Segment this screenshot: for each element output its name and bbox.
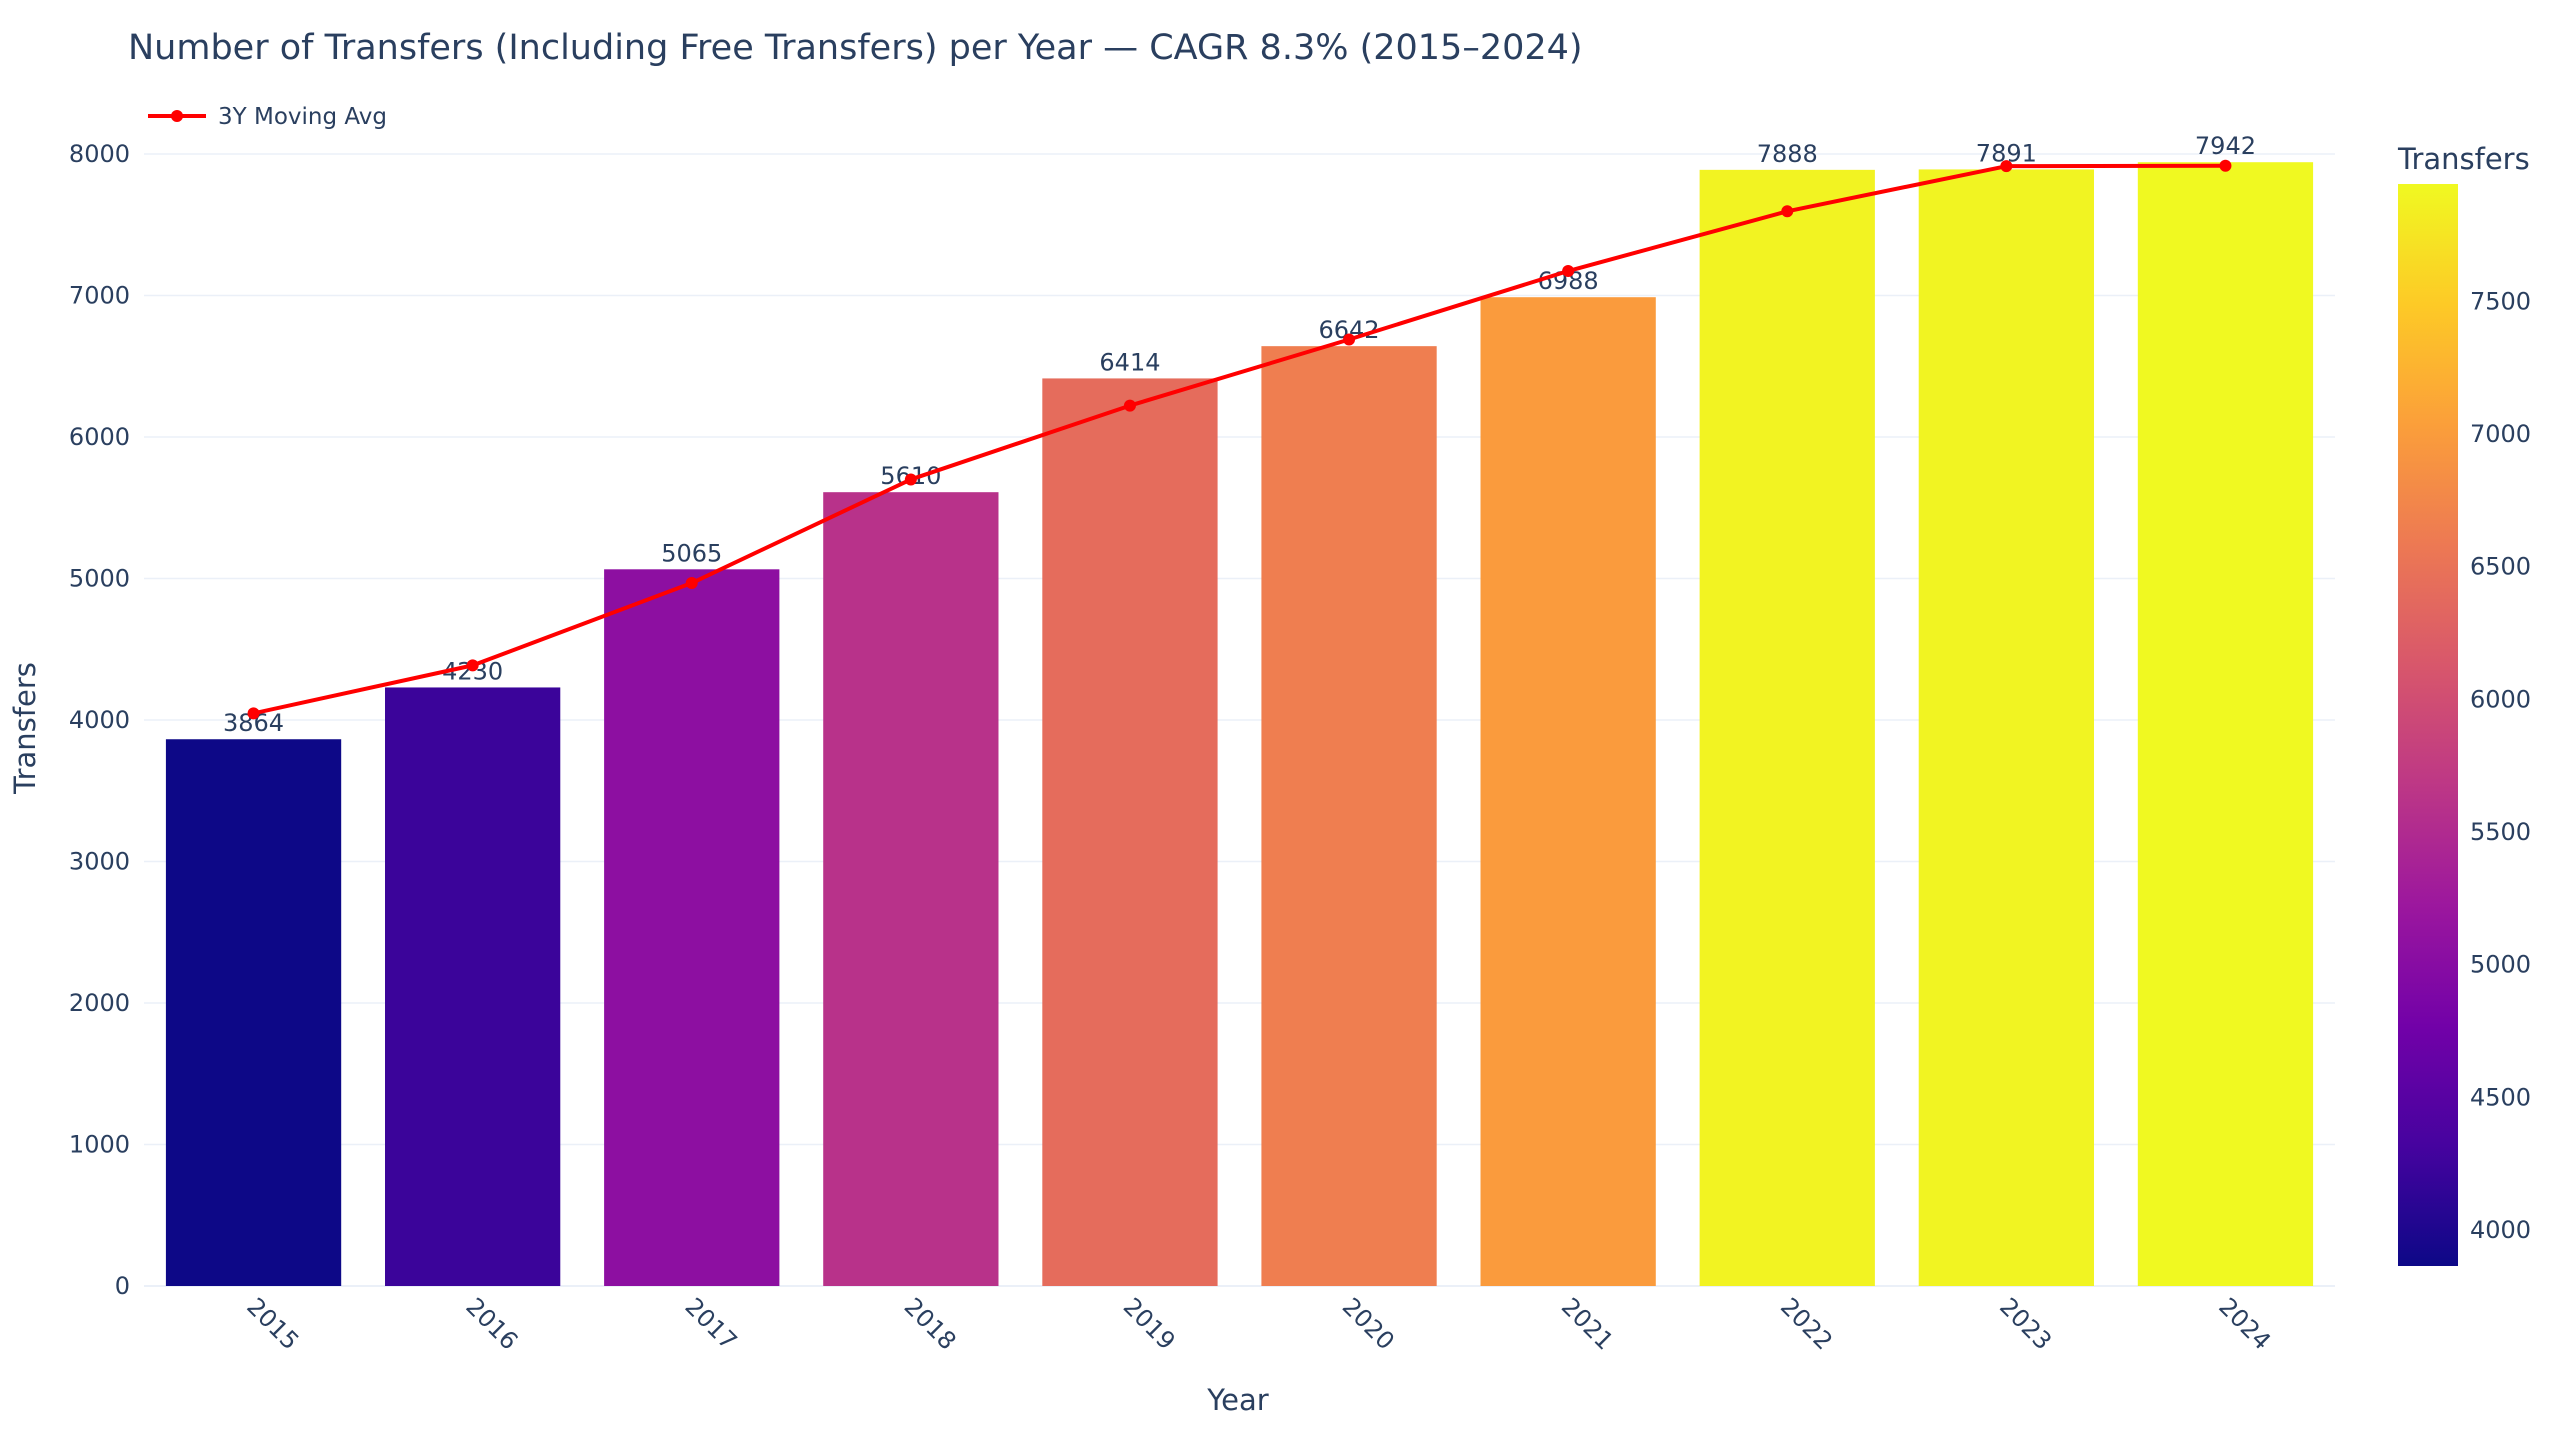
x-tick-label: 2021 [1556, 1292, 1619, 1355]
bar-2024[interactable] [2137, 162, 2314, 1286]
colorbar-tick-label: 5000 [2470, 951, 2531, 979]
moving-average-point-2021[interactable] [1562, 265, 1575, 278]
x-tick-label: 2023 [1994, 1292, 2057, 1355]
colorbar-tick-label: 5500 [2470, 818, 2531, 846]
bar-data-label: 5065 [661, 539, 722, 567]
bar-data-label: 6414 [1099, 348, 1160, 376]
x-tick-label: 2015 [241, 1292, 304, 1355]
moving-average-path [253, 163, 2226, 716]
moving-average-point-2020[interactable] [1343, 333, 1356, 346]
colorbar-tick-label: 4000 [2470, 1216, 2531, 1244]
x-tick-label: 2019 [1118, 1292, 1181, 1355]
moving-average-point-2019[interactable] [1123, 399, 1136, 412]
moving-average-point-2018[interactable] [904, 473, 917, 486]
x-tick-label: 2017 [680, 1292, 743, 1355]
colorbar-ticks: 4000 4500 5000 5500 6000 6500 7000 7500 [2470, 287, 2531, 1244]
moving-average-point-2024[interactable] [2219, 159, 2232, 172]
y-tick-label: 3000 [69, 848, 130, 876]
y-axis-title: Transfers [8, 662, 42, 795]
bar-2015[interactable] [165, 739, 342, 1286]
x-tick-label: 2020 [1337, 1292, 1400, 1355]
legend[interactable]: 3Y Moving Avg [148, 104, 387, 130]
moving-average-point-2015[interactable] [247, 707, 260, 720]
colorbar-title: Transfers [2397, 142, 2530, 176]
x-axis-ticks: 2015 2016 2017 2018 2019 2020 2021 2022 2023 2024 [241, 1292, 2276, 1355]
legend-label: 3Y Moving Avg [218, 104, 387, 130]
bar-2023[interactable] [1918, 169, 2094, 1287]
bar-2022[interactable] [1699, 169, 1875, 1286]
x-tick-label: 2016 [460, 1292, 523, 1355]
colorbar-tick-label: 6000 [2470, 685, 2531, 713]
colorbar-tick-label: 7500 [2470, 287, 2531, 315]
bar-2016[interactable] [385, 687, 561, 1286]
y-tick-label: 0 [115, 1272, 130, 1300]
y-tick-label: 4000 [69, 706, 130, 734]
bar-2019[interactable] [1042, 378, 1218, 1286]
x-tick-label: 2022 [1775, 1292, 1838, 1355]
colorbar-gradient [2398, 184, 2458, 1266]
moving-average-line [247, 159, 2232, 720]
x-tick-label: 2018 [899, 1292, 962, 1355]
y-tick-label: 2000 [69, 989, 130, 1017]
y-tick-label: 7000 [69, 282, 130, 310]
bar-data-label: 7942 [2195, 132, 2256, 160]
colorbar-tick-label: 7000 [2470, 420, 2531, 448]
x-tick-label: 2024 [2213, 1292, 2276, 1355]
y-tick-label: 1000 [69, 1131, 130, 1159]
bar-2017[interactable] [604, 569, 780, 1286]
bars [165, 162, 2314, 1287]
moving-average-point-2023[interactable] [2000, 160, 2013, 173]
legend-marker-swatch [171, 110, 183, 122]
bar-2020[interactable] [1261, 346, 1437, 1287]
moving-average-point-2016[interactable] [466, 659, 479, 672]
bar-2021[interactable] [1480, 297, 1656, 1286]
colorbar-tick-label: 4500 [2470, 1083, 2531, 1111]
x-axis-title: Year [1206, 1383, 1268, 1417]
colorbar: Transfers 4000 4500 5000 5500 6000 6500 7000 75… [2397, 142, 2531, 1266]
moving-average-point-2022[interactable] [1781, 205, 1794, 218]
bar-2018[interactable] [823, 492, 999, 1286]
y-axis-ticks: 0 1000 2000 3000 4000 5000 6000 7000 8000 [69, 140, 130, 1300]
moving-average-point-2017[interactable] [685, 577, 698, 590]
chart-title: Number of Transfers (Including Free Tran… [128, 28, 1583, 68]
y-tick-label: 8000 [69, 140, 130, 168]
y-tick-label: 6000 [69, 423, 130, 451]
bar-data-label: 7888 [1757, 140, 1818, 168]
y-tick-label: 5000 [69, 565, 130, 593]
colorbar-tick-label: 6500 [2470, 553, 2531, 581]
